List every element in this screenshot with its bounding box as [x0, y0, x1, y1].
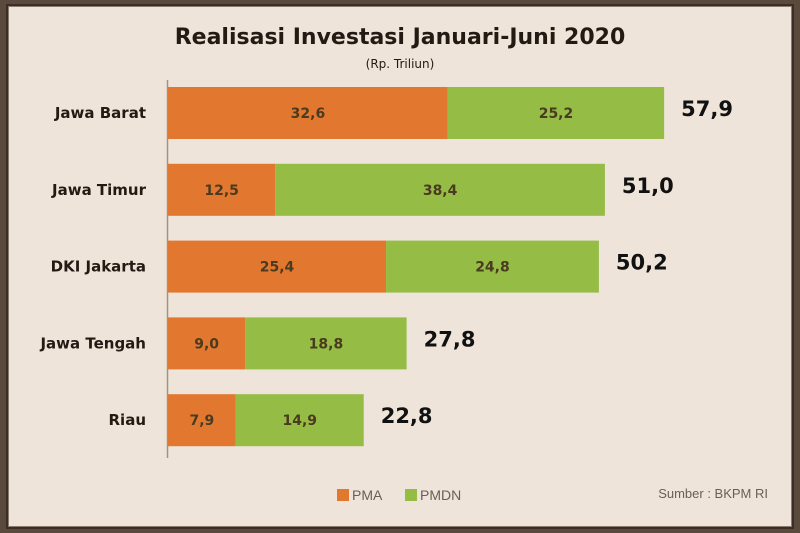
data-label-pmdn: 18,8	[309, 336, 344, 352]
data-label-pmdn: 14,9	[282, 413, 317, 429]
data-label-pmdn: 38,4	[423, 183, 458, 199]
data-label-pma: 32,6	[291, 106, 326, 122]
bar-pma	[168, 317, 246, 370]
bar-pmdn	[235, 394, 364, 447]
category-label: DKI Jakarta	[51, 258, 146, 276]
category-label: Jawa Timur	[51, 181, 147, 199]
total-label: 57,9	[681, 97, 733, 121]
chart-title: Realisasi Investasi Januari-Juni 2020	[175, 25, 626, 50]
legend-label-pmdn: PMDN	[420, 487, 461, 503]
bar-pma	[168, 394, 236, 447]
category-label: Riau	[109, 411, 147, 429]
bar-pma	[168, 163, 276, 216]
data-label-pma: 25,4	[260, 260, 295, 276]
data-label-pma: 7,9	[189, 413, 214, 429]
data-label-pma: 12,5	[204, 183, 239, 199]
total-label: 50,2	[616, 251, 668, 275]
total-label: 27,8	[424, 327, 476, 351]
legend-swatch-pmdn	[405, 489, 417, 501]
total-label: 22,8	[381, 404, 433, 428]
chart-subtitle: (Rp. Triliun)	[366, 57, 435, 71]
bar-pma	[168, 240, 387, 293]
source-note: Sumber : BKPM RI	[658, 486, 768, 501]
data-label-pma: 9,0	[194, 336, 219, 352]
bar-pmdn	[275, 163, 605, 216]
category-label: Jawa Barat	[54, 104, 146, 122]
bar-pmdn	[245, 317, 407, 370]
bar-pmdn	[386, 240, 599, 293]
legend-swatch-pma	[337, 489, 349, 501]
bar-pma	[168, 87, 448, 139]
legend-label-pma: PMA	[352, 487, 383, 503]
total-label: 51,0	[622, 174, 674, 198]
data-label-pmdn: 25,2	[539, 106, 574, 122]
category-label: Jawa Tengah	[39, 334, 146, 352]
data-label-pmdn: 24,8	[475, 260, 510, 276]
bar-pmdn	[447, 87, 665, 139]
